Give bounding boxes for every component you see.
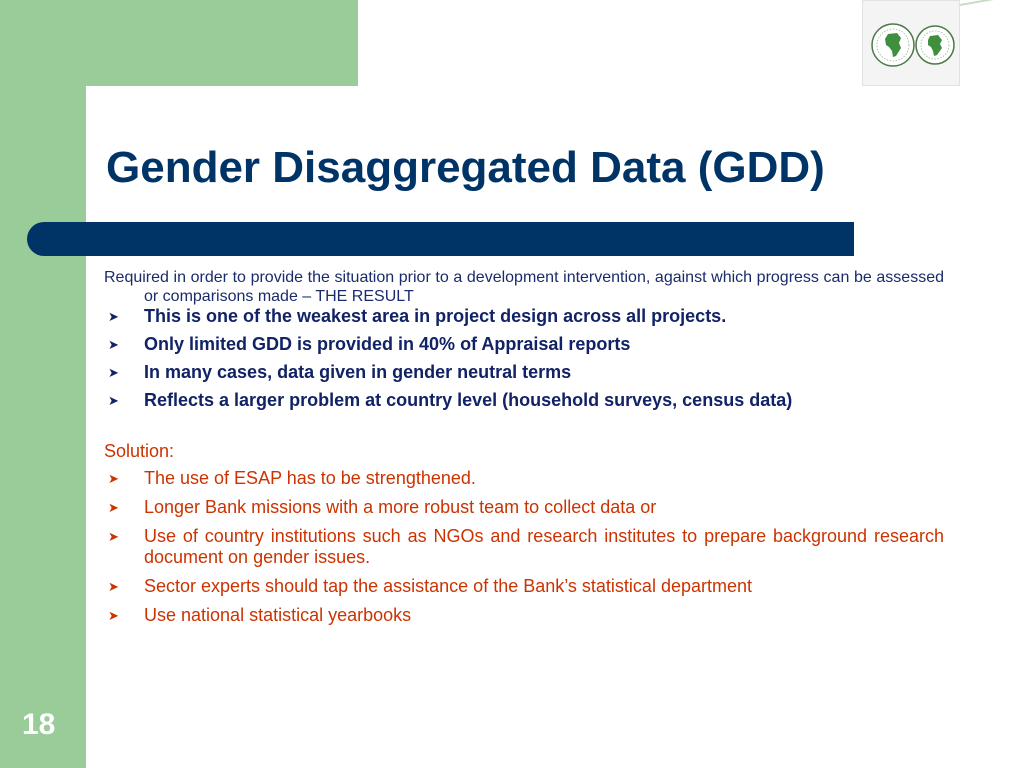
list-item: ➤ Only limited GDD is provided in 40% of …: [104, 334, 944, 355]
title-underline-bar-end: [846, 222, 854, 256]
list-item: ➤ Sector experts should tap the assistanc…: [104, 576, 944, 597]
list-item: ➤ Use national statistical yearbooks: [104, 605, 944, 626]
arrowhead-bullet-icon: ➤: [108, 529, 119, 544]
list-item-text: The use of ESAP has to be strengthened.: [144, 468, 476, 488]
solution-list: ➤ The use of ESAP has to be strengthened.…: [104, 468, 944, 626]
arrowhead-bullet-icon: ➤: [108, 579, 119, 594]
arrowhead-bullet-icon: ➤: [108, 309, 119, 324]
list-item-text: Reflects a larger problem at country lev…: [144, 390, 793, 410]
top-green-frame: [0, 0, 358, 86]
list-item-text: In many cases, data given in gender neut…: [144, 362, 572, 382]
findings-list: ➤ This is one of the weakest area in proj…: [104, 306, 944, 411]
list-item-text: Only limited GDD is provided in 40% of A…: [144, 334, 631, 354]
title-underline-bar: [27, 222, 853, 256]
slide-number: 18: [22, 708, 56, 741]
arrowhead-bullet-icon: ➤: [108, 393, 119, 408]
logo-seal-left: [871, 23, 915, 67]
arrowhead-bullet-icon: ➤: [108, 500, 119, 515]
slide-body-panel: [86, 86, 1024, 768]
arrowhead-bullet-icon: ➤: [108, 471, 119, 486]
list-item-text: Sector experts should tap the assistance…: [144, 576, 753, 596]
logo-seal-right: [915, 25, 955, 65]
list-item: ➤ Longer Bank missions with a more robust…: [104, 497, 944, 518]
slide-content: Required in order to provide the situati…: [104, 268, 944, 634]
solution-heading: Solution:: [104, 441, 175, 461]
arrowhead-bullet-icon: ➤: [108, 608, 119, 623]
list-item-text: This is one of the weakest area in proje…: [144, 306, 727, 326]
list-item-text: Use national statistical yearbooks: [144, 605, 412, 625]
left-green-frame: [0, 0, 86, 768]
list-item: ➤ In many cases, data given in gender neu…: [104, 362, 944, 383]
list-item: ➤ This is one of the weakest area in proj…: [104, 306, 944, 327]
list-item-text: Use of country institutions such as NGOs…: [144, 526, 944, 567]
africa-map-logo-icon: [862, 0, 960, 86]
list-item-text: Longer Bank missions with a more robust …: [144, 497, 657, 517]
list-item: ➤ Use of country institutions such as NGO…: [104, 526, 944, 568]
list-item: ➤ The use of ESAP has to be strengthened.: [104, 468, 944, 489]
arrowhead-bullet-icon: ➤: [108, 337, 119, 352]
arrowhead-bullet-icon: ➤: [108, 365, 119, 380]
slide-title: Gender Disaggregated Data (GDD): [106, 143, 825, 192]
list-item: ➤ Reflects a larger problem at country le…: [104, 390, 944, 411]
intro-paragraph: Required in order to provide the situati…: [104, 269, 944, 305]
